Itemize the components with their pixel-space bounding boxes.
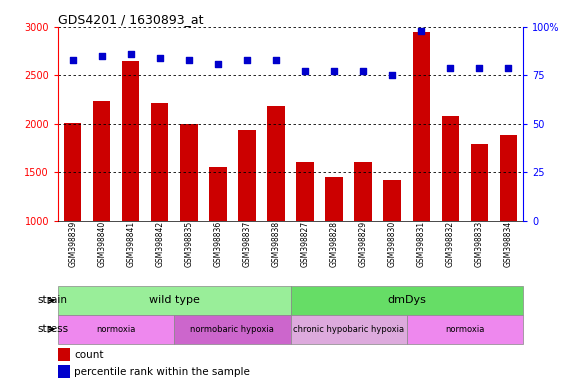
Text: chronic hypobaric hypoxia: chronic hypobaric hypoxia <box>293 325 404 334</box>
Bar <box>290 286 523 315</box>
Point <box>475 65 484 71</box>
Point <box>184 57 193 63</box>
Point <box>97 53 106 59</box>
Text: GSM398838: GSM398838 <box>271 221 281 267</box>
Point <box>242 57 252 63</box>
Text: GSM398840: GSM398840 <box>97 221 106 267</box>
Bar <box>58 348 70 361</box>
Text: GSM398827: GSM398827 <box>300 221 310 267</box>
Text: wild type: wild type <box>149 295 200 306</box>
Bar <box>296 162 314 221</box>
Point <box>68 57 77 63</box>
Point <box>213 61 223 67</box>
Bar <box>267 106 285 221</box>
Bar <box>58 315 174 344</box>
Point <box>446 65 455 71</box>
Text: normoxia: normoxia <box>96 325 136 334</box>
Point <box>388 72 397 78</box>
Text: GSM398835: GSM398835 <box>184 221 193 267</box>
Text: GDS4201 / 1630893_at: GDS4201 / 1630893_at <box>58 13 203 26</box>
Text: GSM398831: GSM398831 <box>417 221 426 267</box>
Text: strain: strain <box>38 295 68 306</box>
Text: percentile rank within the sample: percentile rank within the sample <box>74 367 250 377</box>
Text: GSM398828: GSM398828 <box>329 221 339 267</box>
Point <box>300 68 310 74</box>
Bar <box>500 136 517 221</box>
Point <box>126 51 135 57</box>
Bar <box>238 130 256 221</box>
Text: GSM398830: GSM398830 <box>388 221 397 267</box>
Bar <box>442 116 459 221</box>
Bar <box>58 286 290 315</box>
Text: GSM398832: GSM398832 <box>446 221 455 267</box>
Bar <box>383 180 401 221</box>
Text: GSM398841: GSM398841 <box>126 221 135 267</box>
Text: GSM398842: GSM398842 <box>155 221 164 267</box>
Bar <box>471 144 488 221</box>
Point <box>504 65 513 71</box>
Bar <box>407 315 523 344</box>
Text: GSM398839: GSM398839 <box>68 221 77 267</box>
Bar <box>93 101 110 221</box>
Point <box>155 55 164 61</box>
Text: GSM398834: GSM398834 <box>504 221 513 267</box>
Text: normoxia: normoxia <box>445 325 485 334</box>
Bar <box>180 124 198 221</box>
Point <box>271 57 281 63</box>
Bar <box>151 103 168 221</box>
Bar <box>325 177 343 221</box>
Bar <box>58 365 70 379</box>
Bar <box>209 167 227 221</box>
Bar <box>413 32 430 221</box>
Text: dmDys: dmDys <box>388 295 426 306</box>
Text: GSM398836: GSM398836 <box>213 221 223 267</box>
Text: GSM398837: GSM398837 <box>242 221 252 267</box>
Text: stress: stress <box>38 324 69 334</box>
Bar <box>174 315 290 344</box>
Point <box>329 68 339 74</box>
Text: GSM398833: GSM398833 <box>475 221 484 267</box>
Text: GSM398829: GSM398829 <box>358 221 368 267</box>
Bar <box>290 315 407 344</box>
Point <box>358 68 368 74</box>
Bar <box>122 61 139 221</box>
Text: count: count <box>74 349 104 359</box>
Text: normobaric hypoxia: normobaric hypoxia <box>191 325 274 334</box>
Point <box>417 28 426 34</box>
Bar <box>64 123 81 221</box>
Bar <box>354 162 372 221</box>
